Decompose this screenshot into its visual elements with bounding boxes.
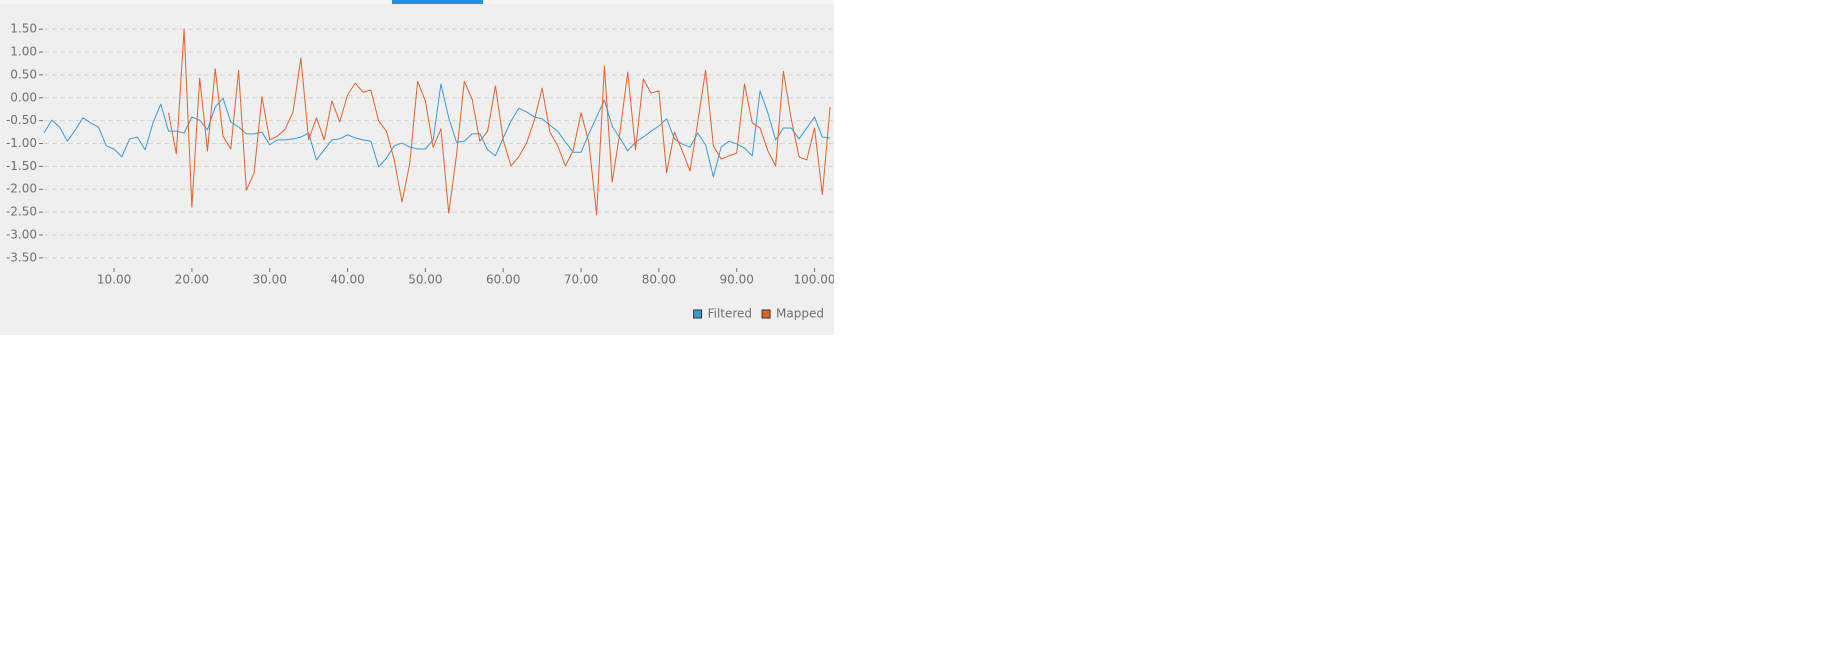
plot-area xyxy=(44,28,831,216)
series-line xyxy=(168,28,831,216)
y-tick-label: -2.50 xyxy=(6,205,37,219)
y-tick-label: 0.50 xyxy=(10,67,37,81)
x-tick-label: 50.00 xyxy=(408,273,442,287)
y-tick-label: 1.50 xyxy=(10,22,37,36)
x-tick-label: 60.00 xyxy=(486,273,520,287)
tab-indicator xyxy=(392,0,483,4)
y-tick-label: -1.00 xyxy=(6,136,37,150)
x-tick-label: 80.00 xyxy=(642,273,676,287)
x-tick-label: 90.00 xyxy=(720,273,754,287)
x-tick-label: 40.00 xyxy=(330,273,364,287)
y-tick-label: -0.50 xyxy=(6,113,37,127)
x-tick-label: 20.00 xyxy=(175,273,209,287)
chart-background xyxy=(0,0,834,335)
y-tick-label: 1.00 xyxy=(10,45,37,59)
legend-label: Filtered xyxy=(708,307,752,321)
x-tick-label: 30.00 xyxy=(253,273,287,287)
y-tick-label: -3.00 xyxy=(6,227,37,241)
legend-label: Mapped xyxy=(776,307,824,321)
x-tick-label: 10.00 xyxy=(97,273,131,287)
legend: Filtered Mapped xyxy=(693,307,824,321)
y-tick-label: 0.00 xyxy=(10,90,37,104)
y-tick-label: -1.50 xyxy=(6,159,37,173)
series-line xyxy=(44,83,831,178)
legend-swatch xyxy=(761,309,771,319)
x-tick-label: 100.00 xyxy=(794,273,834,287)
grid xyxy=(39,28,834,272)
y-tick-label: -3.50 xyxy=(6,250,37,264)
labels: 1.50 1.00 0.50 0.00 -0.50 -1.00 -1.50 -2.00 -2.5… xyxy=(6,22,834,321)
x-tick-label: 70.00 xyxy=(564,273,598,287)
chart: 1.50 1.00 0.50 0.00 -0.50 -1.00 -1.50 -2.00 -2.5… xyxy=(0,0,834,335)
legend-swatch xyxy=(693,309,703,319)
y-tick-label: -2.00 xyxy=(6,182,37,196)
